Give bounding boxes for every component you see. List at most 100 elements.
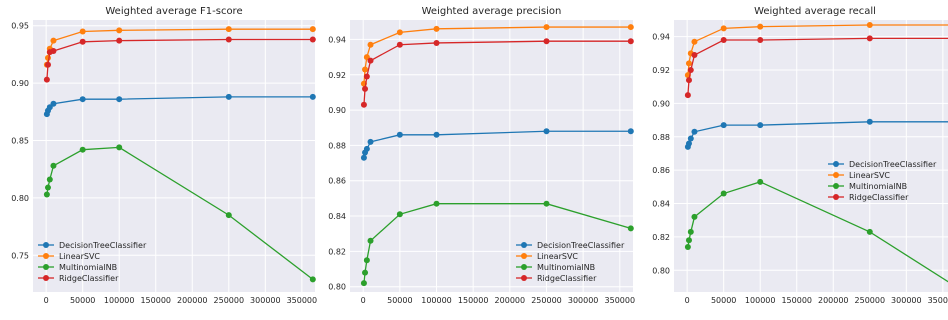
- data-point-LinearSVC: [685, 60, 692, 67]
- data-point-DecisionTreeClassifier: [687, 135, 694, 142]
- x-tick-label: 200000: [495, 296, 526, 305]
- x-tick-label: 200000: [177, 296, 208, 305]
- legend-marker-MultinomialNB: [521, 264, 527, 270]
- data-point-DecisionTreeClassifier: [225, 93, 232, 100]
- x-tick-label: 100000: [745, 296, 776, 305]
- data-point-MultinomialNB: [44, 184, 51, 191]
- chart-title: Weighted average recall: [754, 6, 876, 17]
- x-tick-label: 150000: [781, 296, 812, 305]
- data-point-MultinomialNB: [627, 225, 634, 232]
- data-point-DecisionTreeClassifier: [720, 122, 727, 129]
- data-point-LinearSVC: [79, 28, 86, 35]
- data-point-DecisionTreeClassifier: [50, 100, 57, 107]
- legend-label: RidgeClassifier: [849, 193, 909, 202]
- data-point-MultinomialNB: [433, 200, 440, 207]
- data-point-LinearSVC: [367, 41, 374, 48]
- x-tick-label: 150000: [458, 296, 489, 305]
- plot-area: [33, 20, 315, 292]
- legend-marker-MultinomialNB: [43, 264, 49, 270]
- y-tick-label: 0.92: [652, 66, 670, 75]
- data-point-RidgeClassifier: [720, 37, 727, 44]
- x-tick-label: 250000: [855, 296, 886, 305]
- x-tick-label: 350000: [928, 296, 948, 305]
- data-point-MultinomialNB: [43, 191, 50, 198]
- data-point-MultinomialNB: [79, 146, 86, 153]
- legend-label: RidgeClassifier: [59, 274, 119, 283]
- data-point-MultinomialNB: [691, 213, 698, 220]
- data-point-RidgeClassifier: [367, 57, 374, 64]
- data-point-LinearSVC: [627, 24, 634, 31]
- data-point-MultinomialNB: [360, 280, 367, 287]
- x-tick-label: 100000: [421, 296, 452, 305]
- y-tick-label: 0.90: [11, 79, 29, 88]
- data-point-MultinomialNB: [367, 237, 374, 244]
- legend-marker-RidgeClassifier: [43, 275, 49, 281]
- legend-label: MultinomialNB: [537, 263, 595, 272]
- y-tick-label: 0.92: [328, 71, 346, 80]
- data-point-RidgeClassifier: [627, 38, 634, 45]
- data-point-RidgeClassifier: [757, 37, 764, 44]
- x-tick-label: 0: [685, 296, 690, 305]
- data-point-MultinomialNB: [225, 212, 232, 219]
- data-point-LinearSVC: [362, 66, 369, 73]
- y-tick-label: 0.75: [11, 251, 29, 260]
- data-point-DecisionTreeClassifier: [79, 96, 86, 103]
- data-point-RidgeClassifier: [79, 38, 86, 45]
- legend: DecisionTreeClassifier LinearSVC Multinomi…: [38, 241, 147, 283]
- data-point-LinearSVC: [543, 24, 550, 31]
- data-point-MultinomialNB: [363, 257, 370, 264]
- legend-marker-LinearSVC: [521, 253, 527, 259]
- data-point-MultinomialNB: [543, 200, 550, 207]
- plot-area: [674, 20, 948, 292]
- data-point-DecisionTreeClassifier: [866, 118, 873, 125]
- data-point-RidgeClassifier: [687, 67, 694, 74]
- legend-marker-LinearSVC: [43, 253, 49, 259]
- data-point-LinearSVC: [396, 29, 403, 36]
- x-tick-label: 300000: [250, 296, 281, 305]
- data-point-DecisionTreeClassifier: [757, 122, 764, 129]
- data-point-RidgeClassifier: [225, 36, 232, 43]
- data-point-LinearSVC: [116, 27, 123, 34]
- data-point-MultinomialNB: [116, 144, 123, 151]
- legend-label: LinearSVC: [849, 171, 890, 180]
- legend-label: RidgeClassifier: [537, 274, 597, 283]
- data-point-RidgeClassifier: [684, 92, 691, 99]
- legend-label: DecisionTreeClassifier: [537, 241, 625, 250]
- data-point-DecisionTreeClassifier: [367, 138, 374, 145]
- y-tick-label: 0.82: [328, 247, 346, 256]
- x-tick-label: 200000: [818, 296, 849, 305]
- data-point-RidgeClassifier: [362, 85, 369, 92]
- data-point-DecisionTreeClassifier: [360, 154, 367, 161]
- x-tick-label: 350000: [605, 296, 636, 305]
- y-tick-label: 0.86: [328, 177, 346, 186]
- y-tick-label: 0.84: [328, 212, 346, 221]
- legend: DecisionTreeClassifier LinearSVC Multinomi…: [828, 160, 937, 202]
- y-tick-label: 0.80: [11, 194, 29, 203]
- chart-panel-2: 0.80 0.82 0.84 0.86 0.88 0.90 0.92 0.94 0 50000 10…: [328, 6, 635, 305]
- data-point-DecisionTreeClassifier: [691, 128, 698, 135]
- data-point-RidgeClassifier: [433, 39, 440, 46]
- data-point-RidgeClassifier: [360, 101, 367, 108]
- data-point-DecisionTreeClassifier: [363, 145, 370, 152]
- legend-label: MultinomialNB: [59, 263, 117, 272]
- data-point-MultinomialNB: [720, 190, 727, 197]
- data-point-LinearSVC: [720, 25, 727, 32]
- data-point-DecisionTreeClassifier: [396, 131, 403, 138]
- legend-marker-RidgeClassifier: [833, 194, 839, 200]
- y-tick-label: 0.85: [11, 137, 29, 146]
- chart-title: Weighted average F1-score: [105, 6, 242, 17]
- data-point-MultinomialNB: [309, 276, 316, 283]
- data-point-RidgeClassifier: [43, 76, 50, 83]
- y-tick-label: 0.90: [328, 106, 346, 115]
- data-point-RidgeClassifier: [50, 47, 57, 54]
- data-point-RidgeClassifier: [396, 41, 403, 48]
- y-tick-label: 0.94: [652, 33, 670, 42]
- data-point-DecisionTreeClassifier: [685, 140, 692, 147]
- data-point-MultinomialNB: [396, 211, 403, 218]
- y-tick-label: 0.84: [652, 200, 670, 209]
- y-tick-label: 0.86: [652, 166, 670, 175]
- y-tick-label: 0.80: [328, 283, 346, 292]
- data-point-MultinomialNB: [684, 243, 691, 250]
- data-point-MultinomialNB: [46, 176, 53, 183]
- chart-panel-3: 0.80 0.82 0.84 0.86 0.88 0.90 0.92 0.94 0 50000 10…: [652, 6, 948, 305]
